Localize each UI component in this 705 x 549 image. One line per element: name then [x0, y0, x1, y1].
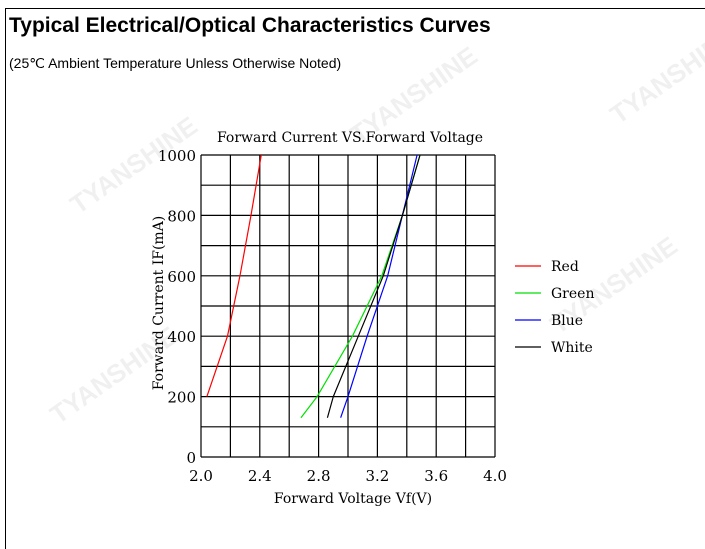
legend-label-red: Red: [551, 259, 579, 275]
y-tick-label: 1000: [158, 147, 196, 165]
y-tick-label: 800: [167, 207, 196, 225]
x-axis-label: Forward Voltage Vf(V): [274, 491, 432, 507]
x-tick-label: 3.2: [365, 467, 389, 485]
y-tick-label: 200: [167, 389, 196, 407]
legend-label-white: White: [551, 340, 593, 356]
series-line-white: [326, 154, 421, 418]
x-tick-label: 2.8: [307, 467, 331, 485]
page-subtitle: (25℃ Ambient Temperature Unless Otherwis…: [9, 55, 342, 71]
series-line-red: [206, 154, 262, 397]
y-tick-label: 400: [167, 328, 196, 346]
y-axis-label: Forward Current IF(mA): [151, 216, 167, 391]
chart-title: Forward Current VS.Forward Voltage: [217, 130, 483, 146]
x-tick-label: 3.6: [424, 467, 448, 485]
y-tick-label: 0: [186, 449, 196, 467]
legend-label-green: Green: [551, 286, 594, 302]
page-frame: [5, 8, 705, 549]
y-tick-label: 600: [167, 268, 196, 286]
x-tick-label: 2.0: [189, 467, 213, 485]
x-tick-label: 4.0: [483, 467, 507, 485]
page-title: Typical Electrical/Optical Characteristi…: [9, 14, 491, 37]
legend-label-blue: Blue: [551, 313, 583, 329]
x-tick-label: 2.4: [248, 467, 272, 485]
